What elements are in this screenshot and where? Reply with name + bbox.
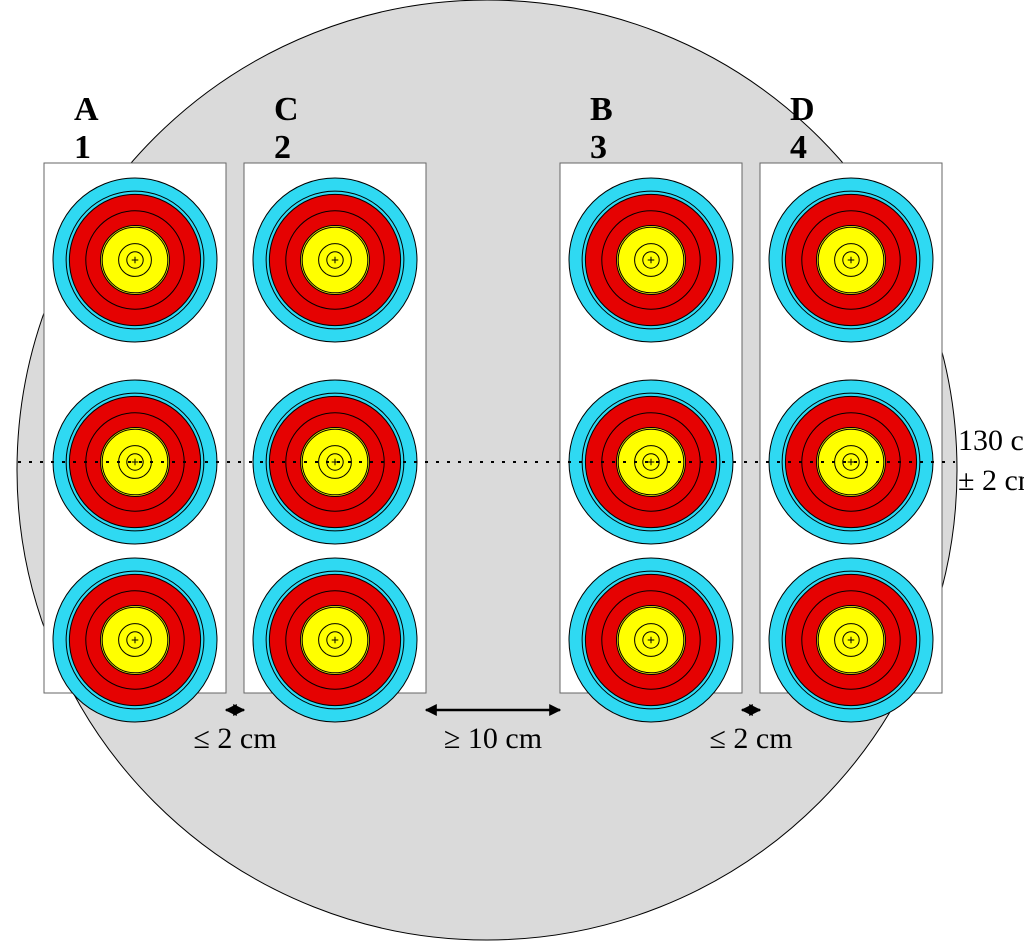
strip-number-label: 4	[790, 129, 807, 166]
gap-dimension-label: ≥ 10 cm	[444, 722, 542, 755]
diagram-canvas: A1C2B3D4130 cm± 2 cm≤ 2 cm≥ 10 cm≤ 2 cm	[0, 0, 1024, 945]
target-strip-B3: B3	[560, 91, 742, 722]
target-strip-C2: C2	[244, 91, 426, 722]
strip-letter-label: D	[790, 91, 815, 128]
strip-number-label: 1	[74, 129, 91, 166]
height-label-tolerance: ± 2 cm	[958, 464, 1024, 497]
height-label-value: 130 cm	[958, 424, 1024, 457]
target-strip-A1: A1	[44, 91, 226, 722]
gap-dimension-label: ≤ 2 cm	[193, 722, 276, 755]
strip-number-label: 3	[590, 129, 607, 166]
strip-letter-label: A	[74, 91, 99, 128]
strip-letter-label: B	[590, 91, 613, 128]
gap-dimension-label: ≤ 2 cm	[709, 722, 792, 755]
strip-number-label: 2	[274, 129, 291, 166]
strip-letter-label: C	[274, 91, 299, 128]
target-strip-D4: D4	[760, 91, 942, 722]
